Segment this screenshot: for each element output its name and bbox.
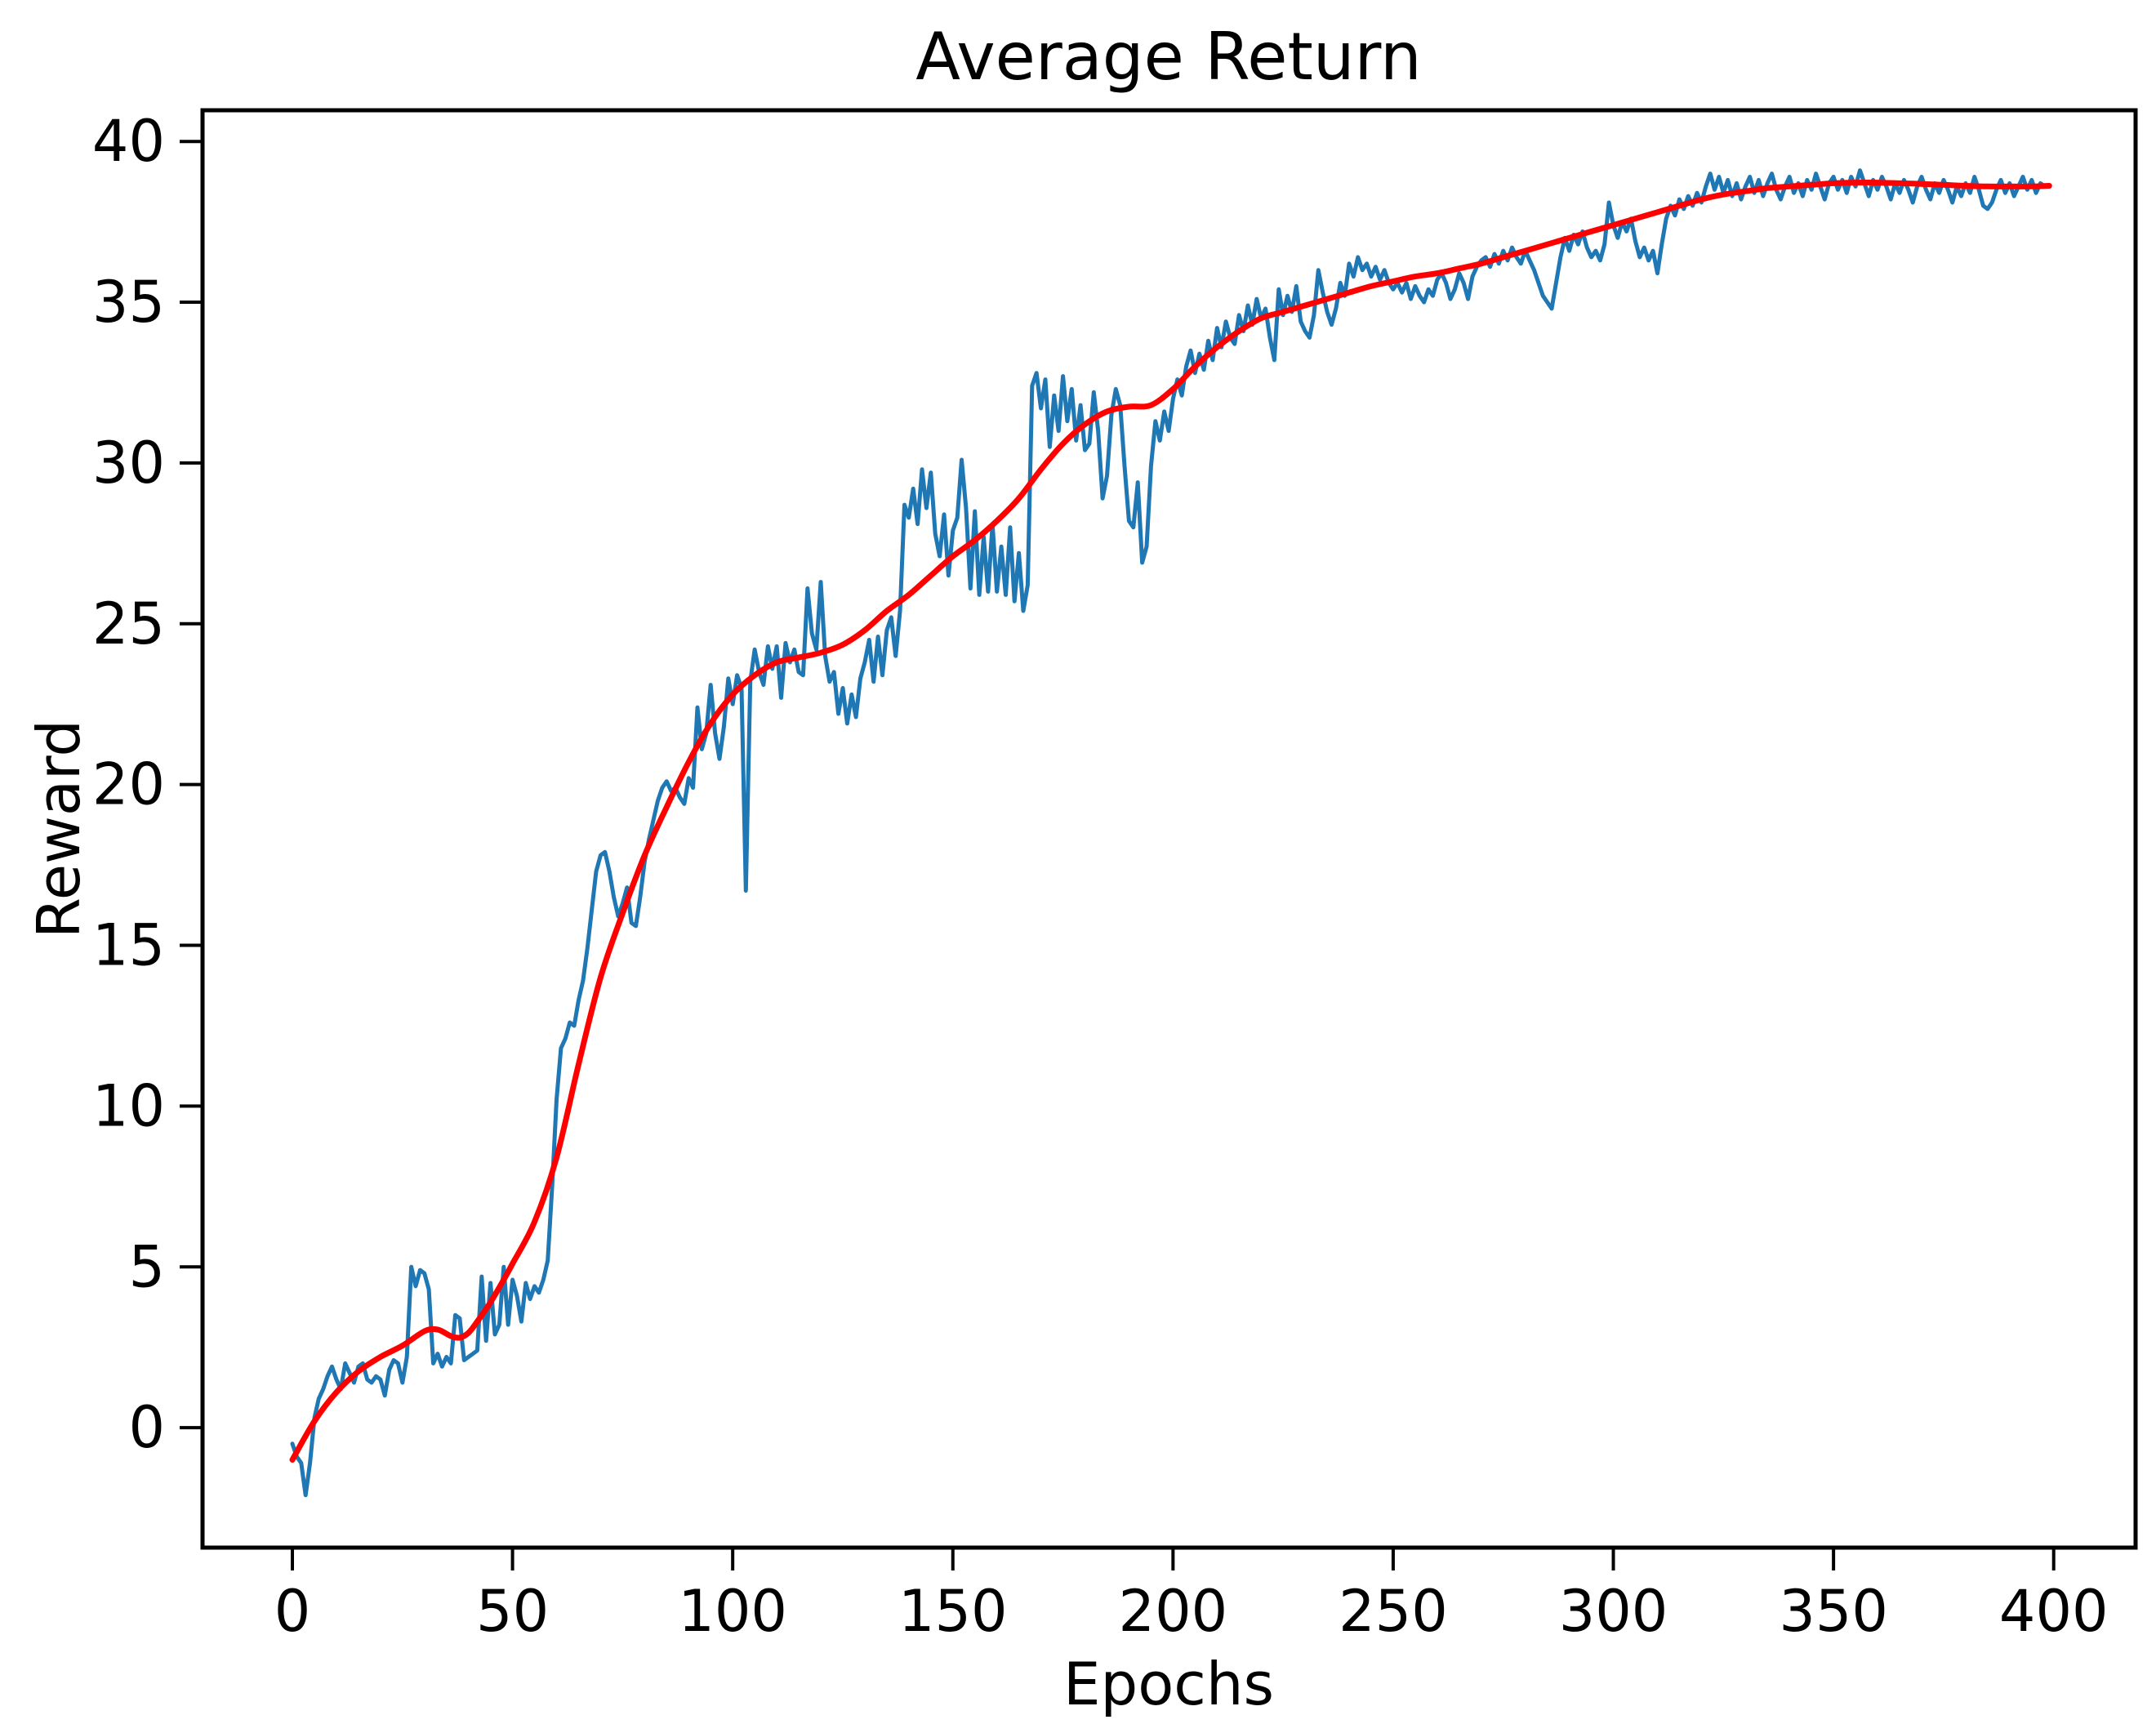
y-tick-label: 5 [128,1233,165,1300]
y-tick-label: 20 [92,751,165,818]
x-tick-label: 150 [898,1578,1008,1645]
x-tick-label: 350 [1779,1578,1888,1645]
x-tick-label: 200 [1119,1578,1228,1645]
y-axis-label: Reward [24,719,93,939]
y-tick-label: 15 [92,912,165,979]
x-tick-label: 50 [476,1578,549,1645]
x-tick-label: 400 [1999,1578,2109,1645]
x-tick-label: 300 [1559,1578,1668,1645]
reward-raw-line [290,168,2051,1498]
x-tick-label: 100 [678,1578,787,1645]
y-tick-label: 30 [92,430,165,497]
reward-smoothed-line [289,180,2052,1463]
y-tick-label: 40 [92,108,165,175]
y-tick-label: 0 [128,1394,165,1461]
chart-title: Average Return [915,19,1422,95]
y-tick-label: 25 [92,590,165,657]
y-tick-label: 35 [92,269,165,336]
x-tick-label: 250 [1339,1578,1448,1645]
x-tick-label: 0 [274,1578,311,1645]
x-axis-label: Epochs [1063,1650,1274,1718]
plot-border [200,108,2138,1550]
y-tick-label: 10 [92,1072,165,1139]
